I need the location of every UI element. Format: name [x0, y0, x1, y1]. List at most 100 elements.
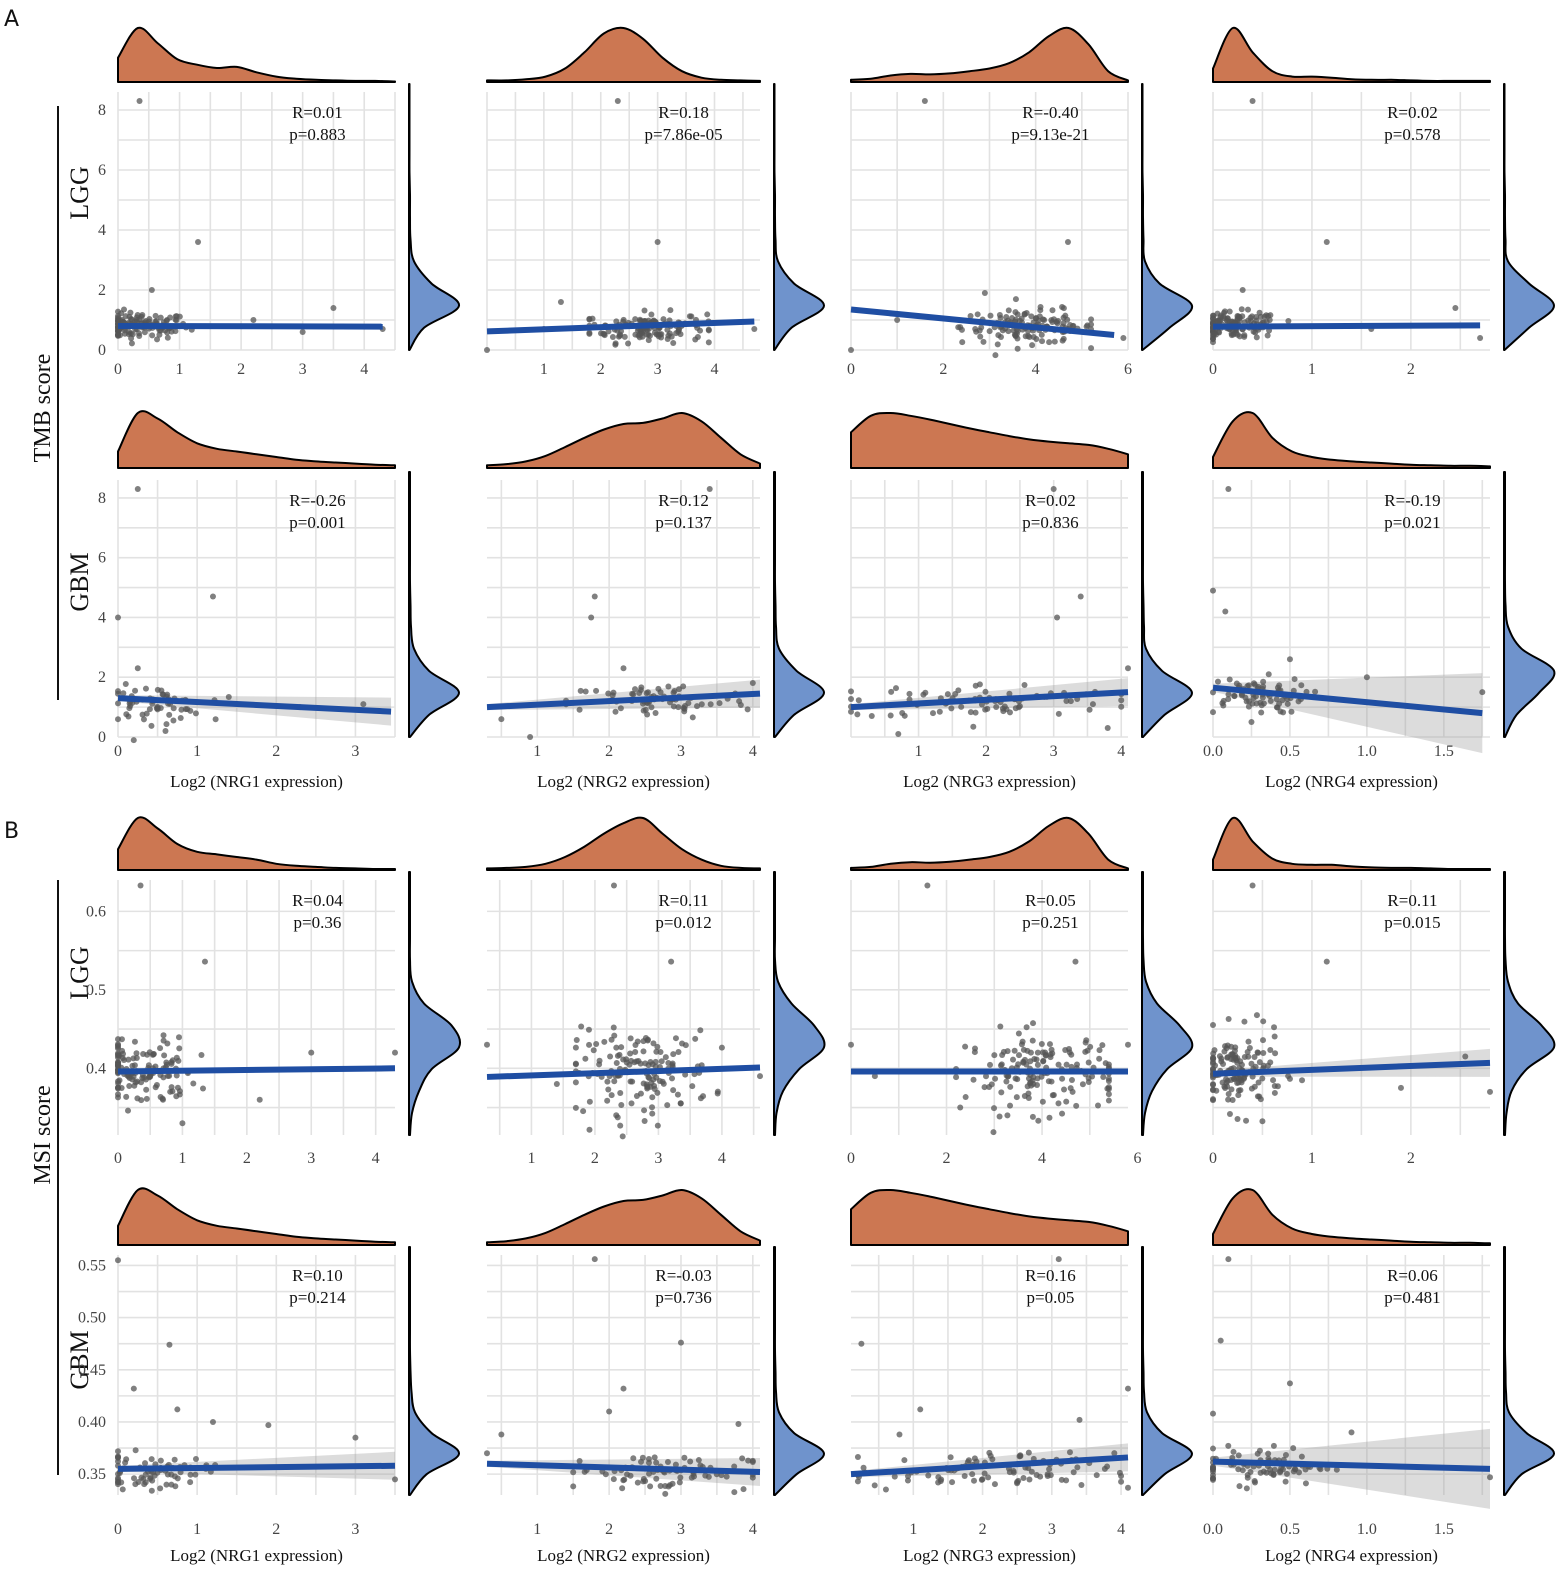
data-point: [187, 707, 194, 714]
data-point: [1055, 710, 1062, 717]
data-point: [146, 1049, 153, 1056]
data-point: [1088, 321, 1095, 328]
right-density: [1503, 871, 1556, 1136]
outlier-point: [1210, 587, 1216, 594]
x-tick-label: 2: [605, 743, 613, 760]
outlier-point: [896, 1431, 903, 1438]
data-point: [677, 1100, 684, 1107]
y-tick-label: 8: [98, 102, 106, 119]
data-point: [617, 1122, 624, 1129]
right-density: [773, 1246, 825, 1496]
data-point: [613, 1112, 620, 1119]
data-point: [848, 708, 854, 715]
data-point: [138, 1097, 145, 1104]
outlier-point: [757, 1073, 763, 1080]
stat-p-label: p=0.137: [655, 513, 712, 532]
data-point: [645, 1459, 652, 1466]
data-point: [660, 316, 667, 323]
data-point: [115, 1448, 121, 1455]
data-point: [970, 1076, 977, 1083]
data-point: [225, 693, 232, 700]
data-point: [986, 1449, 993, 1456]
data-point: [1276, 682, 1283, 689]
x-tick-label: 3: [351, 1521, 359, 1538]
plot-b-lgg-nrg2: R=0.11 p=0.012 1 2 3 4: [484, 816, 826, 1167]
data-point: [610, 1024, 617, 1031]
data-point: [586, 1126, 593, 1133]
data-point: [1074, 1464, 1081, 1471]
data-point: [134, 1078, 141, 1085]
outlier-point: [1239, 287, 1246, 293]
data-point: [1225, 1442, 1232, 1449]
outlier-point: [858, 1340, 865, 1347]
data-point: [1096, 1055, 1103, 1062]
x-tick-label: 1: [533, 1521, 541, 1538]
x-tick-label: 2: [272, 743, 280, 760]
data-point: [973, 328, 980, 335]
top-density: [486, 816, 761, 871]
data-point: [1007, 1102, 1014, 1109]
outlier-point: [1452, 305, 1459, 311]
data-point: [153, 318, 160, 325]
data-point: [1253, 334, 1260, 341]
data-point: [1298, 1453, 1305, 1460]
data-point: [1218, 1055, 1225, 1062]
stat-r-label: R=0.10: [292, 1266, 343, 1285]
plot-b-lgg-nrg1: R=0.04 p=0.36 0 1 2 3 4 0.4 0.5 0.6: [86, 816, 462, 1167]
data-point: [1078, 1481, 1085, 1488]
x-tick-label: 1.0: [1357, 1521, 1377, 1538]
data-point: [1014, 1480, 1021, 1487]
data-point: [601, 1038, 608, 1045]
data-point: [593, 1041, 600, 1048]
data-point: [125, 1056, 132, 1063]
data-point: [649, 1104, 656, 1111]
data-point: [596, 1061, 603, 1068]
data-point: [868, 712, 875, 719]
data-point: [1034, 1082, 1041, 1089]
data-point: [648, 311, 655, 318]
data-point: [149, 332, 156, 339]
data-point: [1235, 1092, 1242, 1099]
data-point: [1086, 706, 1093, 713]
x-tick-label: 3: [307, 1150, 315, 1167]
data-point: [854, 711, 861, 718]
outlier-point: [1323, 958, 1330, 965]
data-point: [893, 685, 900, 692]
data-point: [996, 1113, 1003, 1120]
regression-line: [117, 323, 383, 330]
outlier-point: [484, 347, 490, 353]
top-density: [1212, 411, 1491, 469]
data-point: [871, 1482, 878, 1489]
data-point: [610, 1476, 617, 1483]
data-point: [1255, 1079, 1262, 1086]
data-point: [1238, 306, 1245, 313]
top-density: [486, 411, 761, 469]
x-tick-label: 2: [1407, 1150, 1415, 1167]
stat-p-label: p=0.021: [1384, 513, 1440, 532]
outlier-point: [1225, 1256, 1232, 1263]
data-point: [1215, 317, 1222, 324]
x-tick-label: 2: [237, 361, 245, 378]
x-tick-label: 1: [193, 743, 201, 760]
outlier-point: [162, 728, 169, 735]
data-point: [887, 712, 894, 719]
data-point: [1085, 1059, 1092, 1066]
data-point: [1228, 330, 1235, 337]
data-point: [609, 334, 616, 341]
data-point: [652, 710, 659, 717]
data-point: [860, 1464, 867, 1471]
data-point: [1277, 708, 1284, 715]
data-point: [190, 1080, 197, 1087]
data-point: [142, 1460, 149, 1467]
regression-line: [117, 1065, 396, 1075]
data-point: [676, 1479, 683, 1486]
data-point: [624, 1471, 631, 1478]
stat-p-label: p=0.481: [1384, 1288, 1440, 1307]
data-point: [115, 332, 121, 339]
data-point: [119, 1486, 126, 1493]
stat-r-label: R=0.02: [1387, 103, 1438, 122]
data-point: [645, 317, 652, 324]
x-tick-label: 3: [654, 361, 662, 378]
data-point: [1037, 1473, 1044, 1480]
stat-p-label: p=0.05: [1027, 1288, 1075, 1307]
